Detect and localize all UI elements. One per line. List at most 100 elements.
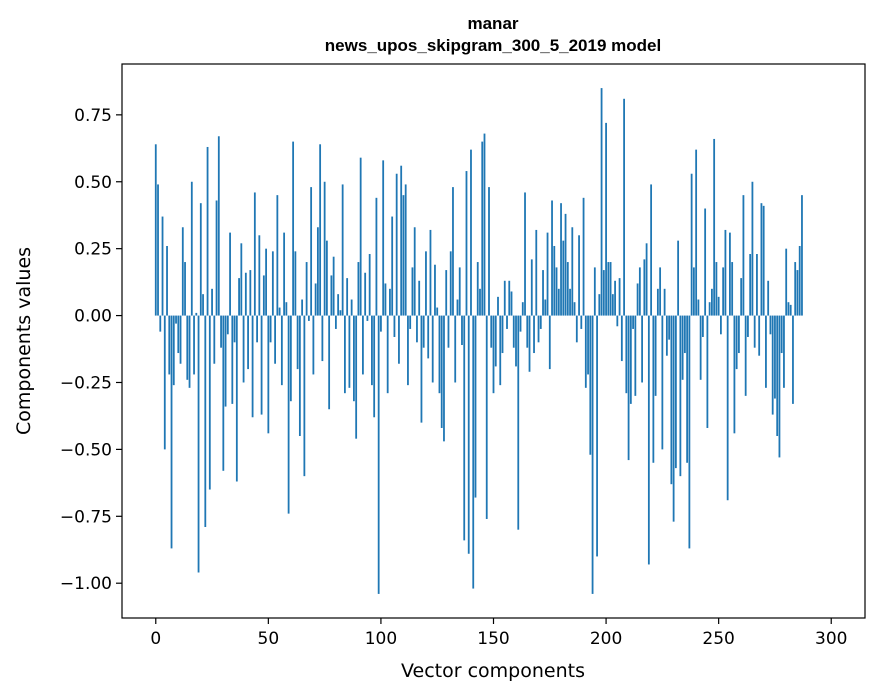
- bar: [404, 184, 407, 316]
- x-tick-label: 50: [258, 629, 280, 649]
- bar: [699, 315, 702, 380]
- bar: [292, 141, 295, 316]
- bar: [231, 315, 234, 404]
- bar: [654, 315, 657, 396]
- bar: [650, 184, 653, 316]
- bar: [458, 267, 461, 316]
- bar: [753, 315, 756, 348]
- bar: [720, 315, 722, 335]
- bar: [542, 270, 544, 316]
- bar: [600, 88, 603, 316]
- bar: [747, 315, 749, 337]
- bar: [794, 262, 797, 316]
- bar: [357, 262, 360, 316]
- bar: [497, 296, 499, 316]
- bar: [330, 275, 333, 316]
- bar: [548, 315, 551, 370]
- bar: [665, 315, 668, 356]
- bar: [701, 315, 704, 337]
- bar: [175, 315, 177, 324]
- bar: [328, 315, 331, 410]
- bar: [641, 315, 643, 383]
- bar: [420, 315, 423, 423]
- x-axis-ticks: 0 50 100 150 200 250 300: [150, 618, 847, 649]
- bar: [411, 267, 414, 316]
- bar: [434, 264, 436, 316]
- bar: [645, 243, 648, 316]
- bar: [407, 315, 409, 386]
- bar: [708, 302, 711, 316]
- bar: [208, 315, 211, 490]
- bar: [271, 251, 274, 316]
- bar: [483, 133, 486, 316]
- bar: [593, 267, 596, 316]
- bar: [472, 315, 475, 589]
- bar: [339, 310, 342, 316]
- bar: [287, 315, 290, 514]
- bar: [677, 240, 680, 316]
- bar: [467, 315, 470, 554]
- bar: [575, 315, 578, 343]
- bar: [319, 144, 322, 316]
- bar: [632, 315, 634, 329]
- bar: [312, 315, 315, 375]
- bar: [557, 288, 560, 316]
- bar: [418, 280, 421, 316]
- bar: [456, 299, 459, 316]
- bar: [362, 315, 364, 375]
- bar: [398, 315, 400, 364]
- bar: [280, 315, 283, 386]
- bar: [348, 315, 351, 388]
- bar: [355, 315, 358, 439]
- bar: [778, 315, 781, 458]
- bar: [749, 254, 752, 316]
- bar: [690, 173, 693, 316]
- bar: [463, 315, 466, 541]
- bar: [692, 267, 695, 316]
- bar: [470, 149, 472, 316]
- bar: [278, 307, 281, 316]
- bar: [488, 187, 490, 316]
- bar: [762, 205, 765, 316]
- bar: [269, 315, 272, 343]
- bar: [181, 227, 184, 316]
- bar: [569, 288, 571, 316]
- bar: [409, 315, 412, 329]
- bar: [602, 270, 605, 316]
- bar: [377, 315, 380, 594]
- bar: [508, 280, 511, 316]
- bar: [780, 315, 783, 354]
- bar: [609, 262, 612, 316]
- bar: [584, 315, 587, 388]
- bar: [386, 315, 389, 394]
- bar: [674, 315, 677, 469]
- bar: [715, 262, 718, 316]
- bar: [215, 200, 218, 316]
- x-tick-label: 100: [365, 629, 397, 649]
- bar: [364, 272, 367, 316]
- bar: [235, 315, 238, 482]
- bar: [796, 270, 799, 316]
- bar: [479, 288, 481, 316]
- bar: [296, 315, 299, 370]
- bar: [663, 288, 666, 316]
- bar: [706, 315, 709, 428]
- bar: [515, 315, 517, 367]
- x-tick-label: 200: [590, 629, 622, 649]
- bar: [168, 315, 171, 375]
- bar: [314, 283, 317, 316]
- bar: [393, 315, 396, 337]
- bar: [571, 227, 574, 316]
- bar: [537, 315, 540, 343]
- x-tick-label: 0: [150, 629, 161, 649]
- bar: [620, 315, 623, 362]
- bar: [740, 278, 743, 316]
- bar: [760, 203, 763, 316]
- bar: [233, 315, 236, 343]
- bar: [307, 315, 310, 321]
- bar: [729, 232, 731, 316]
- bar: [596, 315, 598, 557]
- bar: [353, 315, 355, 402]
- bar: [503, 280, 506, 316]
- bar: [447, 315, 450, 348]
